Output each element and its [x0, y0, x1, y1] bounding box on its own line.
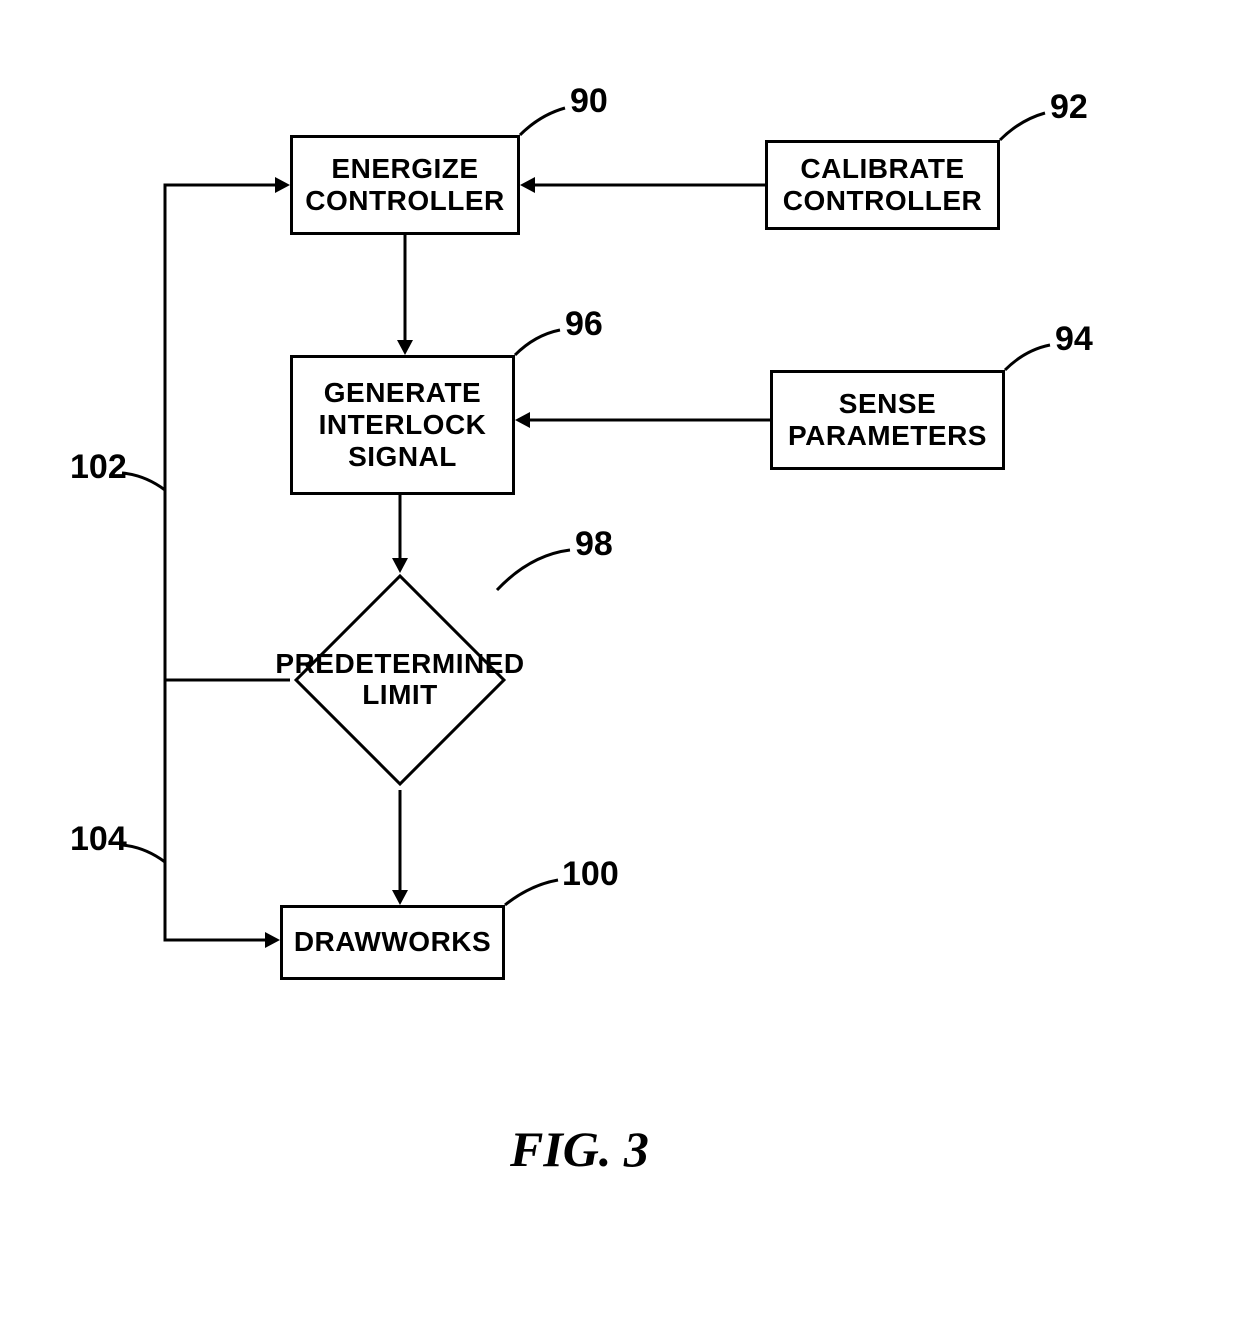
- ref-100: 100: [562, 855, 619, 894]
- figure-label: FIG. 3: [510, 1120, 649, 1178]
- leader-98: [497, 550, 570, 590]
- leader-94: [1005, 345, 1050, 370]
- arrowhead: [520, 177, 535, 193]
- node-sense-parameters: SENSEPARAMETERS: [770, 370, 1005, 470]
- ref-90: 90: [570, 82, 608, 121]
- node-label: SENSEPARAMETERS: [788, 388, 987, 452]
- node-label: PREDETERMINEDLIMIT: [275, 649, 524, 711]
- leader-100: [505, 880, 558, 905]
- edge-loop-upper: [165, 185, 290, 680]
- arrowhead: [265, 932, 280, 948]
- ref-94: 94: [1055, 320, 1093, 359]
- arrowhead: [392, 558, 408, 573]
- flowchart-canvas: ENERGIZECONTROLLER CALIBRATECONTROLLER G…: [0, 0, 1240, 1326]
- node-predetermined-limit: PREDETERMINEDLIMIT: [325, 605, 475, 755]
- arrowhead: [275, 177, 290, 193]
- leader-102: [122, 473, 165, 490]
- ref-96: 96: [565, 305, 603, 344]
- ref-92: 92: [1050, 88, 1088, 127]
- node-label: ENERGIZECONTROLLER: [305, 153, 504, 217]
- ref-104: 104: [70, 820, 127, 859]
- node-calibrate-controller: CALIBRATECONTROLLER: [765, 140, 1000, 230]
- node-label: GENERATEINTERLOCKSIGNAL: [319, 377, 487, 474]
- leader-104: [122, 845, 165, 862]
- leader-92: [1000, 113, 1045, 140]
- node-drawworks: DRAWWORKS: [280, 905, 505, 980]
- node-energize-controller: ENERGIZECONTROLLER: [290, 135, 520, 235]
- node-generate-interlock: GENERATEINTERLOCKSIGNAL: [290, 355, 515, 495]
- arrowhead: [397, 340, 413, 355]
- leader-90: [520, 108, 565, 135]
- leader-96: [515, 330, 560, 355]
- ref-98: 98: [575, 525, 613, 564]
- node-label: DRAWWORKS: [294, 926, 491, 958]
- edge-loop-lower: [165, 680, 265, 940]
- ref-102: 102: [70, 448, 127, 487]
- arrowhead: [515, 412, 530, 428]
- arrowhead: [392, 890, 408, 905]
- node-label: CALIBRATECONTROLLER: [783, 153, 982, 217]
